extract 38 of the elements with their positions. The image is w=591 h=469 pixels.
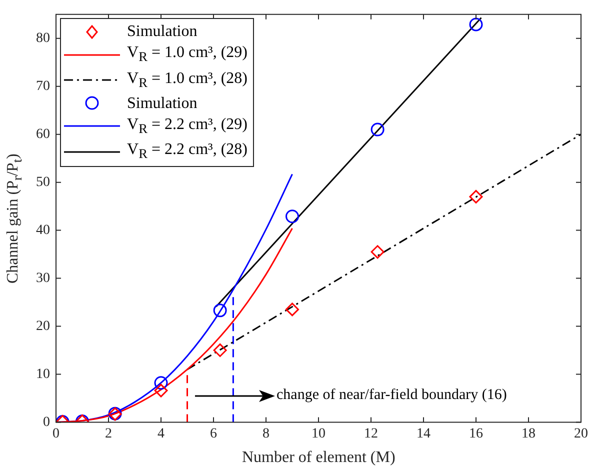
x-tick-label: 2	[105, 426, 112, 442]
legend-label: V$_{R}$ = 2.2 cm³, (28)	[127, 140, 248, 164]
x-tick-label: 16	[469, 426, 483, 442]
point	[213, 304, 227, 318]
x-tick-label: 10	[312, 426, 326, 442]
x-tick-label: 18	[522, 426, 536, 442]
y-tick-label: 70	[36, 79, 50, 94]
legend-label: Simulation	[127, 22, 198, 42]
legend-label: V$_{R}$ = 1.0 cm³, (29)	[127, 43, 248, 67]
y-tick-label: 10	[36, 366, 50, 382]
legend-label: V$_{R}$ = 2.2 cm³, (29)	[127, 114, 248, 138]
y-tick-label: 40	[36, 222, 50, 238]
point	[286, 302, 299, 316]
x-tick-label: 4	[158, 426, 164, 442]
y-tick-label: 50	[36, 174, 50, 190]
x-tick-label: 0	[52, 426, 60, 442]
x-tick-label: 14	[416, 426, 430, 442]
annotation: change of near/far-field boundary (16)	[276, 387, 507, 404]
point	[469, 18, 483, 32]
legend-label: V$_{R}$ = 1.0 cm³, (28)	[127, 68, 248, 92]
x-tick-label: 20	[574, 426, 588, 442]
x-tick-label: 8	[262, 426, 270, 442]
y-tick-label: 30	[36, 270, 50, 286]
point	[213, 343, 227, 357]
point	[469, 190, 483, 204]
point	[370, 245, 384, 259]
y-tick-label: 0	[43, 414, 50, 430]
x-axis-title: Number of element (M)	[242, 449, 396, 467]
y-tick-label: 60	[36, 127, 50, 142]
y-tick-label: 80	[36, 31, 50, 46]
point	[370, 122, 384, 136]
point	[286, 210, 299, 224]
x-tick-label: 12	[364, 426, 378, 442]
x-tick-label: 6	[210, 426, 217, 442]
legend-label: Simulation	[127, 94, 198, 114]
point	[154, 384, 168, 398]
y-tick-label: 20	[36, 318, 50, 334]
point	[154, 376, 168, 390]
